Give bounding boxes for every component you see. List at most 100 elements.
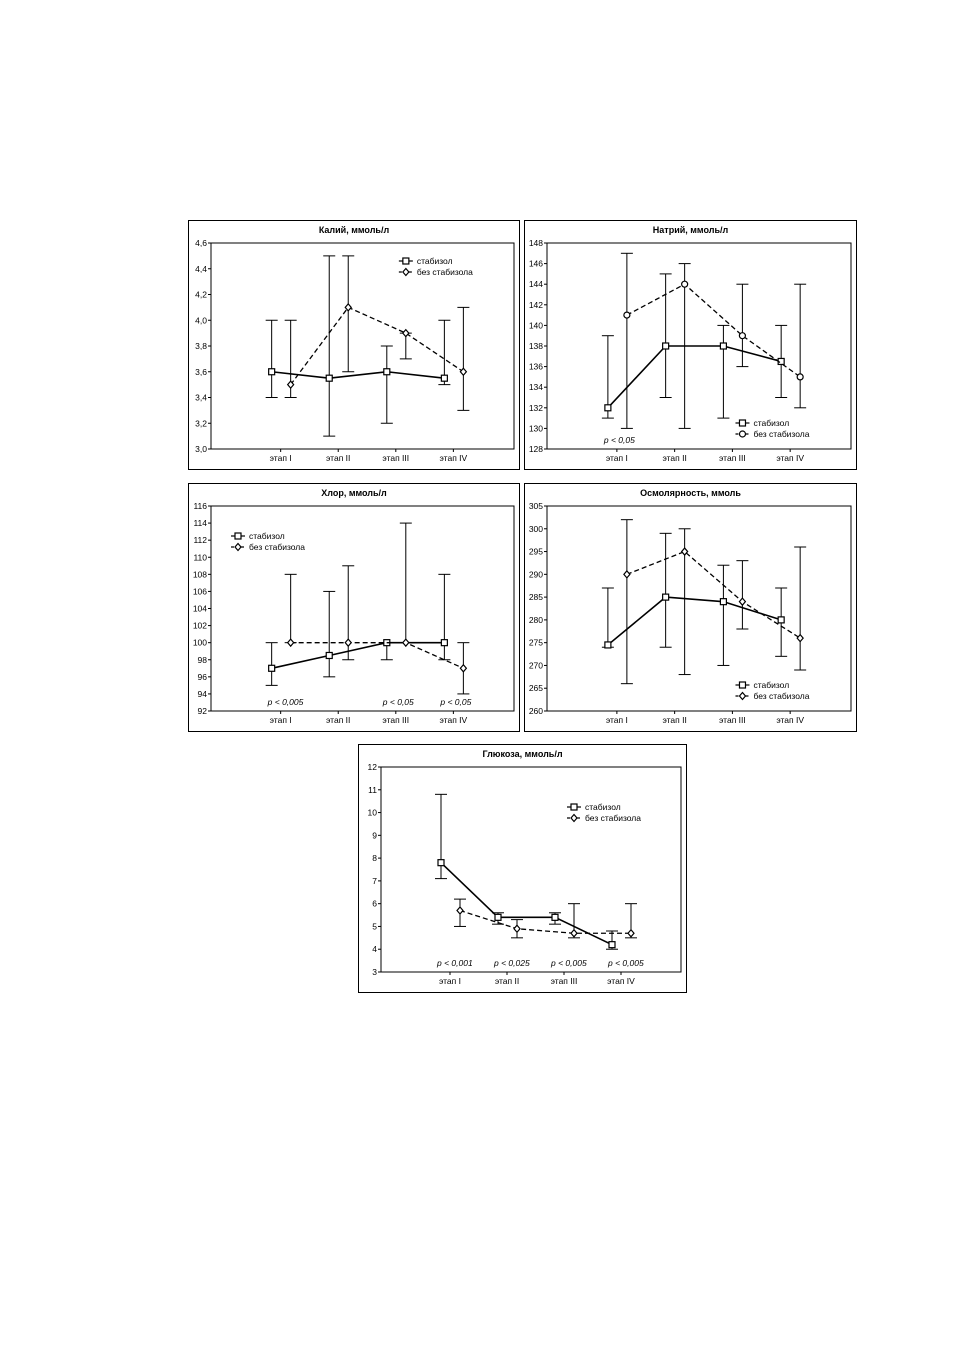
- y-tick-label: 106: [193, 586, 207, 596]
- series-line: [607, 345, 782, 409]
- x-tick-label: этап III: [551, 976, 578, 986]
- y-tick-label: 134: [529, 382, 543, 392]
- data-point: [440, 639, 448, 647]
- y-tick-label: 140: [529, 320, 543, 330]
- x-tick-label: этап I: [606, 715, 628, 725]
- legend-swatch-marker: [402, 267, 410, 277]
- chart-panel-glyukoza: Глюкоза, ммоль/л 3 4 5 6 7 8 9 10 11 12 этап I этап…: [358, 744, 687, 993]
- y-tick-label: 5: [372, 921, 377, 931]
- x-tick-label: этап III: [719, 715, 746, 725]
- x-tick-label: этап I: [439, 976, 461, 986]
- x-tick-label: этап IV: [607, 976, 635, 986]
- legend-label: без стабизола: [249, 542, 305, 552]
- y-tick-label: 138: [529, 341, 543, 351]
- legend-swatch-marker: [570, 813, 578, 823]
- y-tick-label: 130: [529, 423, 543, 433]
- chart-svg: 260 265 270 275 280 285 290 295 300 305 этап I этап…: [529, 501, 852, 725]
- legend-label: без стабизола: [753, 429, 809, 439]
- chart-panel-khlor: Хлор, ммоль/л 92 94 96 98 100 102 104 106 108 110…: [188, 483, 520, 732]
- data-point: [494, 913, 502, 921]
- chart-svg: 3,0 3,2 3,4 3,6 3,8 4,0 4,2 4,4 4,6 этап I этап II…: [195, 238, 515, 463]
- series-2: [284, 255, 470, 411]
- data-point: [383, 368, 391, 376]
- x-tick-label: этап III: [382, 453, 409, 463]
- x-tick-label: этап IV: [440, 715, 468, 725]
- y-tick-label: 4,4: [195, 264, 207, 274]
- y-tick-label: 112: [193, 535, 207, 545]
- y-tick-label: 108: [193, 569, 207, 579]
- chart-panel-kaliy: Калий, ммоль/л 3,0 3,2 3,4 3,6 3,8 4,0 4,2 4,4 4…: [188, 220, 520, 470]
- y-tick-label: 98: [198, 655, 208, 665]
- y-tick-label: 142: [529, 300, 543, 310]
- y-tick-label: 300: [529, 524, 543, 534]
- series-line: [607, 596, 782, 646]
- p-value-annotation: p < 0,005: [550, 958, 587, 968]
- x-tick-label: этап IV: [776, 715, 804, 725]
- series-line: [626, 550, 801, 639]
- x-tick-label: этап IV: [776, 453, 804, 463]
- y-tick-label: 7: [372, 876, 377, 886]
- y-tick-label: 11: [368, 785, 377, 795]
- y-tick-label: 290: [529, 569, 543, 579]
- y-tick-label: 114: [193, 518, 207, 528]
- series-line: [440, 862, 613, 946]
- y-tick-label: 4,0: [195, 315, 207, 325]
- data-point: [604, 404, 612, 412]
- x-tick-label: этап II: [495, 976, 519, 986]
- x-tick-label: этап II: [662, 453, 686, 463]
- series-2: [620, 519, 807, 685]
- data-point: [268, 368, 276, 376]
- data-point: [325, 374, 333, 382]
- series-1: [601, 273, 788, 419]
- chart-title: Осмолярность, ммоль: [640, 488, 741, 498]
- data-point: [456, 906, 464, 915]
- chart-title: Хлор, ммоль/л: [321, 488, 387, 498]
- series-2: [454, 898, 637, 939]
- x-tick-label: этап II: [326, 453, 350, 463]
- y-tick-label: 3,0: [195, 444, 207, 454]
- y-tick-label: 4,2: [195, 290, 207, 300]
- y-tick-label: 10: [368, 808, 378, 818]
- chart-panel-natriy: Натрий, ммоль/л 128 130 132 134 136 138 140 142…: [524, 220, 857, 470]
- data-point: [344, 302, 353, 312]
- series-line: [626, 283, 801, 378]
- legend-label: стабизол: [417, 256, 453, 266]
- data-point: [623, 311, 631, 319]
- series-2: [620, 252, 807, 429]
- data-point: [738, 332, 746, 340]
- series-2: [284, 522, 470, 695]
- legend-label: без стабизола: [585, 813, 641, 823]
- y-tick-label: 146: [529, 259, 543, 269]
- data-point: [604, 641, 612, 649]
- legend-label: стабизол: [585, 802, 621, 812]
- data-point: [738, 597, 747, 607]
- data-point: [719, 598, 727, 606]
- series-1: [601, 532, 788, 666]
- series-1: [265, 573, 451, 686]
- x-tick-label: этап I: [270, 453, 292, 463]
- x-tick-label: этап II: [662, 715, 686, 725]
- y-tick-label: 275: [529, 638, 543, 648]
- data-point: [437, 859, 445, 867]
- chart-title: Глюкоза, ммоль/л: [482, 749, 563, 759]
- y-tick-label: 110: [193, 552, 207, 562]
- data-point: [608, 941, 616, 949]
- x-tick-label: этап IV: [440, 453, 468, 463]
- y-tick-label: 144: [529, 279, 543, 289]
- y-tick-label: 280: [529, 615, 543, 625]
- y-tick-label: 9: [372, 830, 377, 840]
- x-tick-label: этап I: [606, 453, 628, 463]
- chart-svg: 92 94 96 98 100 102 104 106 108 110 112 114 116 этап …: [193, 501, 515, 725]
- x-tick-label: этап III: [719, 453, 746, 463]
- x-tick-label: этап I: [270, 715, 292, 725]
- chart-svg: 3 4 5 6 7 8 9 10 11 12 этап I этап II этап III этап I…: [368, 762, 682, 986]
- data-point: [513, 924, 521, 934]
- data-point: [344, 638, 353, 648]
- data-point: [459, 663, 468, 673]
- chart-title: Калий, ммоль/л: [318, 225, 390, 235]
- legend-swatch-marker: [234, 532, 242, 540]
